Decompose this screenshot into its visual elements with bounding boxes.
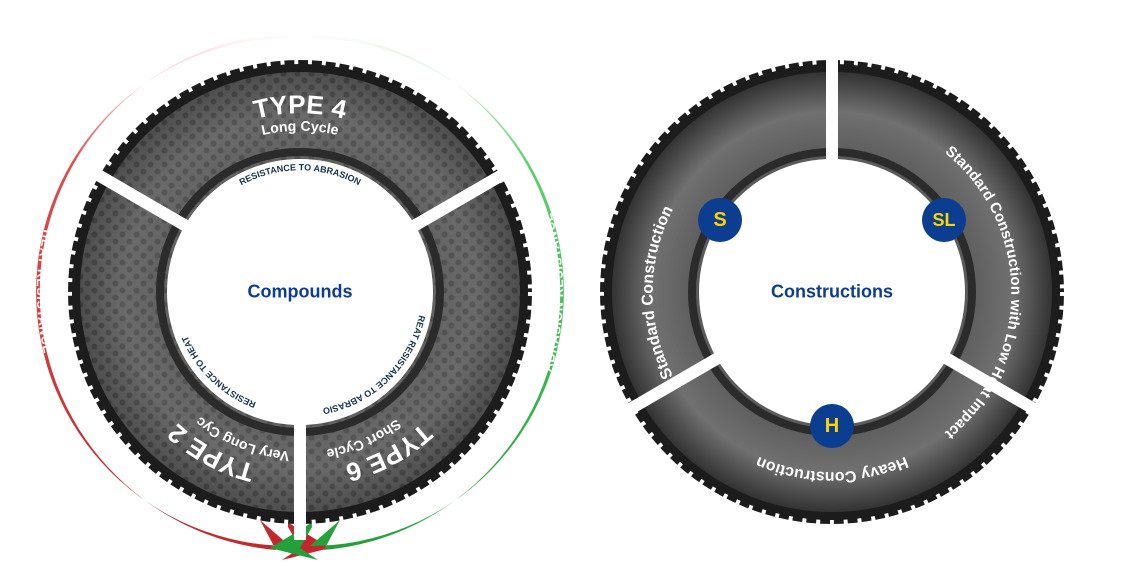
svg-text:H: H <box>825 415 839 437</box>
badge-s: S <box>698 198 742 242</box>
constructions-center-label: Constructions <box>771 282 893 303</box>
abrasion-resistance-label: ABRASION RESISTANCE <box>540 211 566 373</box>
diagram-stage: TYPE 4 Long Cycle TYPE 6 Short Cycle TYP… <box>0 0 1132 585</box>
badge-sl: SL <box>922 198 966 242</box>
svg-text:S: S <box>713 209 726 231</box>
compounds-center-label: Compounds <box>248 282 353 303</box>
badge-h: H <box>810 404 854 448</box>
heat-resistance-label: HEAT RESISTANCE <box>34 229 55 356</box>
svg-text:SL: SL <box>932 210 955 230</box>
